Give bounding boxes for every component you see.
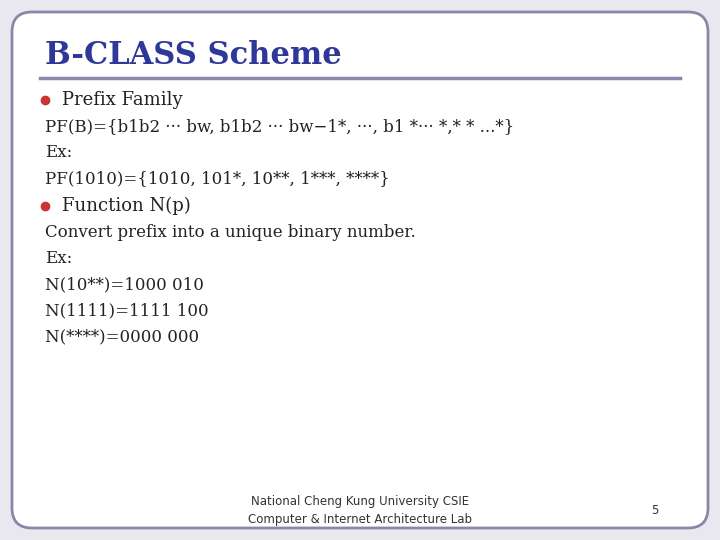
- Text: Ex:: Ex:: [45, 144, 72, 161]
- Text: Function N(p): Function N(p): [62, 197, 191, 215]
- Text: PF(B)={b1b2 ··· bw, b1b2 ··· bw−1*, ···, b1 *··· *,* * ...*}: PF(B)={b1b2 ··· bw, b1b2 ··· bw−1*, ···,…: [45, 118, 514, 135]
- Text: N(****)=0000 000: N(****)=0000 000: [45, 328, 199, 345]
- Text: National Cheng Kung University CSIE
Computer & Internet Architecture Lab: National Cheng Kung University CSIE Comp…: [248, 495, 472, 525]
- Text: 5: 5: [652, 503, 659, 516]
- Text: B-CLASS Scheme: B-CLASS Scheme: [45, 40, 342, 71]
- Text: Convert prefix into a unique binary number.: Convert prefix into a unique binary numb…: [45, 224, 415, 241]
- Text: Prefix Family: Prefix Family: [62, 91, 183, 109]
- Text: PF(1010)={1010, 101*, 10**, 1***, ****}: PF(1010)={1010, 101*, 10**, 1***, ****}: [45, 170, 390, 187]
- Text: Ex:: Ex:: [45, 250, 72, 267]
- FancyBboxPatch shape: [12, 12, 708, 528]
- Text: N(1111)=1111 100: N(1111)=1111 100: [45, 302, 209, 319]
- Text: N(10**)=1000 010: N(10**)=1000 010: [45, 276, 204, 293]
